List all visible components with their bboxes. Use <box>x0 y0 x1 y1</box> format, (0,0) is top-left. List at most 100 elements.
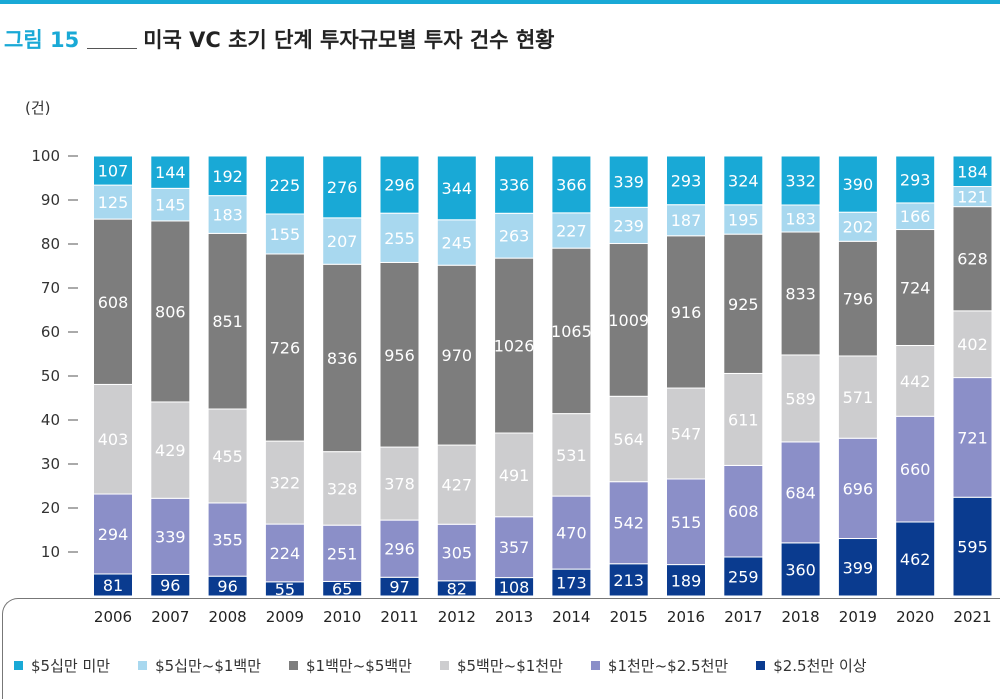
bar-segment <box>494 432 535 518</box>
bar-segment <box>207 195 248 234</box>
data-label: 355 <box>212 531 243 550</box>
data-label: 547 <box>671 425 702 444</box>
bar-segment <box>666 204 706 237</box>
data-label: 322 <box>270 474 301 493</box>
data-label: 1009 <box>608 311 649 330</box>
bar-segment <box>837 240 878 357</box>
data-label: 806 <box>155 302 186 321</box>
data-label: 836 <box>327 349 358 368</box>
bar-segment <box>551 413 592 497</box>
data-label: 195 <box>728 210 759 229</box>
data-label: 531 <box>556 446 587 465</box>
data-label: 96 <box>160 576 180 595</box>
data-label: 595 <box>957 538 988 557</box>
data-label: 344 <box>442 179 473 198</box>
legend-swatch <box>756 661 766 670</box>
data-label: 251 <box>327 544 358 563</box>
data-label: 294 <box>98 525 129 544</box>
bar-segment <box>551 568 592 597</box>
x-tick-label: 2019 <box>839 608 877 626</box>
bar-segment <box>666 387 706 480</box>
legend-swatch <box>14 661 23 670</box>
bar-segment <box>322 263 363 453</box>
bar-segment <box>322 451 363 526</box>
bar-segment <box>150 187 191 222</box>
data-label: 956 <box>384 346 415 365</box>
data-label: 833 <box>785 284 816 303</box>
bar-segment <box>150 497 191 575</box>
bar-segment <box>780 441 821 544</box>
bar-segment <box>93 155 133 186</box>
data-label: 202 <box>843 218 874 237</box>
data-label: 462 <box>900 550 931 569</box>
data-label: 851 <box>212 312 243 331</box>
data-label: 1065 <box>551 322 592 341</box>
bar-segment <box>322 155 363 219</box>
legend: $5십만 미만 $5십만~$1백만 $1백만~$5백만 $5백만~$1천만 $1천만~$… <box>14 655 867 676</box>
data-label: 108 <box>499 578 530 597</box>
figure-number: 그림 15 <box>4 28 80 52</box>
bar-segment <box>666 478 706 566</box>
data-label: 724 <box>900 279 931 298</box>
bar-segment <box>436 219 477 266</box>
data-label: 360 <box>785 560 816 579</box>
bar-segment <box>150 220 191 403</box>
bar-segment <box>723 204 764 235</box>
data-label: 192 <box>212 167 243 186</box>
bar-segment <box>895 155 936 204</box>
legend-label: $5십만 미만 <box>31 657 111 675</box>
data-label: 571 <box>843 388 874 407</box>
bar-segment <box>837 437 878 540</box>
top-rule <box>0 0 1000 4</box>
x-tick-label: 2009 <box>266 608 304 626</box>
legend-item: $5십만 미만 <box>14 655 110 676</box>
data-label: 542 <box>613 514 644 533</box>
bar-segment <box>723 556 764 597</box>
data-label: 726 <box>270 339 301 358</box>
data-label: 378 <box>384 475 415 494</box>
x-tick-label: 2007 <box>151 608 189 626</box>
data-label: 332 <box>785 172 816 191</box>
data-label: 608 <box>98 293 129 312</box>
bar-segment <box>551 155 592 214</box>
y-tick-label: 20 <box>41 499 60 517</box>
data-label: 660 <box>900 460 931 479</box>
bar-segment <box>150 401 191 499</box>
bar-segment <box>264 523 305 583</box>
y-tick-label: 40 <box>41 411 60 429</box>
x-tick-label: 2021 <box>953 608 991 626</box>
bar-segment <box>952 155 993 188</box>
data-label: 293 <box>671 171 702 190</box>
data-label: 470 <box>556 524 587 543</box>
bar-segment <box>436 155 477 221</box>
data-label: 925 <box>728 295 759 314</box>
legend-frame <box>2 598 1000 699</box>
data-label: 187 <box>671 211 702 230</box>
data-label: 125 <box>98 193 129 212</box>
data-label: 189 <box>671 571 702 590</box>
legend-item: $5백만~$1천만 <box>439 655 563 676</box>
data-label: 183 <box>785 210 816 229</box>
x-tick-label: 2008 <box>209 608 247 626</box>
data-label: 429 <box>155 441 186 460</box>
y-tick-label: 50 <box>41 367 60 385</box>
bar-segment <box>150 155 191 189</box>
bar-segment <box>322 524 363 582</box>
legend-label: $1백만~$5백만 <box>306 657 412 675</box>
legend-item: $1백만~$5백만 <box>289 655 412 676</box>
data-label: 144 <box>155 163 186 182</box>
data-label: 293 <box>900 170 931 189</box>
data-label: 224 <box>270 544 301 563</box>
data-label: 399 <box>843 558 874 577</box>
figure-title: 그림 15 미국 VC 초기 단계 투자규모별 투자 건수 현황 <box>4 24 554 54</box>
bar-segment <box>895 521 936 597</box>
data-label: 239 <box>613 216 644 235</box>
bar-segment <box>952 377 993 498</box>
bar-segment <box>608 395 649 483</box>
bar-segment <box>264 155 305 215</box>
data-label: 82 <box>447 579 467 598</box>
data-label: 173 <box>556 574 587 593</box>
data-label: 916 <box>671 303 702 322</box>
data-label: 403 <box>98 430 129 449</box>
x-tick-label: 2015 <box>610 608 648 626</box>
